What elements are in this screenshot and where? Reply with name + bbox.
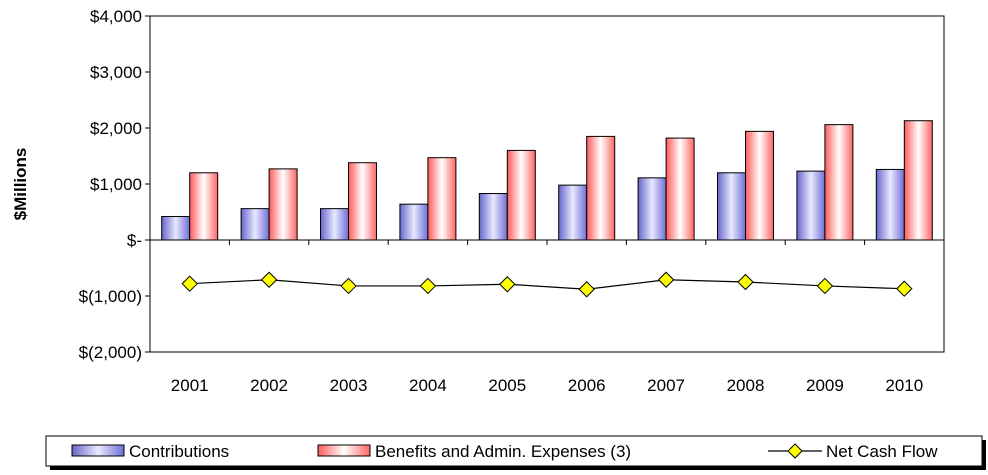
y-axis-label: $Millions bbox=[11, 148, 30, 221]
bar-benefits bbox=[427, 157, 457, 241]
bar-contributions bbox=[796, 170, 826, 241]
bar-contributions bbox=[320, 208, 349, 241]
bar-benefits bbox=[903, 120, 933, 241]
net-cash-flow-point bbox=[499, 276, 516, 293]
y-axis-ticks: $4,000 $3,000 $2,000 $1,000 $- $(1,000) $(2,00… bbox=[79, 7, 150, 362]
bar-benefits bbox=[586, 135, 616, 241]
legend-swatch-benefits bbox=[317, 444, 371, 457]
bar-contributions bbox=[161, 215, 191, 241]
bars bbox=[161, 120, 933, 241]
x-tick-label: 2003 bbox=[330, 376, 368, 395]
net-cash-flow-point bbox=[578, 281, 595, 298]
legend-swatch-net-marker bbox=[787, 443, 803, 459]
y-tick-label: $(1,000) bbox=[79, 287, 142, 306]
net-cash-flow-point bbox=[816, 277, 834, 295]
x-axis-ticks: 2001 2002 2003 2004 2005 2006 2007 2008 2009 2010 bbox=[149, 240, 923, 395]
x-tick-label: 2007 bbox=[647, 376, 685, 395]
y-tick-label: $4,000 bbox=[90, 7, 142, 26]
legend-label-benefits: Benefits and Admin. Expenses (3) bbox=[375, 442, 631, 461]
x-tick-label: 2008 bbox=[727, 376, 765, 395]
legend-label-net-cash-flow: Net Cash Flow bbox=[826, 442, 938, 461]
bar-contributions bbox=[478, 193, 508, 241]
x-tick-label: 2009 bbox=[806, 376, 844, 395]
bar-benefits bbox=[268, 168, 298, 241]
x-tick-label: 2001 bbox=[171, 376, 209, 395]
net-cash-flow-series bbox=[181, 271, 913, 298]
legend-box bbox=[45, 435, 983, 467]
x-tick-label: 2002 bbox=[250, 376, 288, 395]
bar-contributions bbox=[875, 168, 905, 241]
bar-contributions bbox=[240, 208, 270, 241]
x-tick-label: 2005 bbox=[488, 376, 526, 395]
y-tick-label: $1,000 bbox=[90, 175, 142, 194]
bar-benefits bbox=[189, 172, 219, 241]
bar-contributions bbox=[717, 172, 746, 241]
net-cash-flow-point bbox=[260, 271, 278, 288]
y-tick-label: $- bbox=[127, 231, 142, 250]
x-tick-label: 2004 bbox=[409, 376, 447, 395]
x-tick-label: 2010 bbox=[885, 376, 923, 395]
net-cash-flow-point bbox=[896, 280, 913, 297]
y-tick-label: $(2,000) bbox=[79, 343, 142, 362]
net-cash-flow-point bbox=[419, 277, 437, 295]
legend-label-contributions: Contributions bbox=[129, 442, 229, 461]
net-cash-flow-point bbox=[737, 273, 754, 291]
legend-swatch-contributions bbox=[71, 444, 125, 457]
bar-benefits bbox=[824, 124, 854, 241]
legend: Contributions Benefits and Admin. Expens… bbox=[45, 435, 986, 470]
bar-benefits bbox=[745, 130, 774, 241]
net-cash-flow-point bbox=[657, 271, 675, 288]
bar-benefits bbox=[348, 162, 377, 241]
net-cash-flow-point bbox=[340, 277, 357, 295]
y-tick-label: $3,000 bbox=[90, 63, 142, 82]
net-cash-flow-point bbox=[181, 275, 198, 292]
net-cash-flow-line bbox=[189, 279, 905, 290]
bar-benefits bbox=[506, 149, 536, 241]
bar-contributions bbox=[399, 203, 429, 241]
x-tick-label: 2006 bbox=[568, 376, 606, 395]
y-tick-label: $2,000 bbox=[90, 119, 142, 138]
bar-benefits bbox=[665, 137, 695, 241]
bar-contributions bbox=[558, 184, 588, 241]
bar-contributions bbox=[637, 177, 667, 241]
